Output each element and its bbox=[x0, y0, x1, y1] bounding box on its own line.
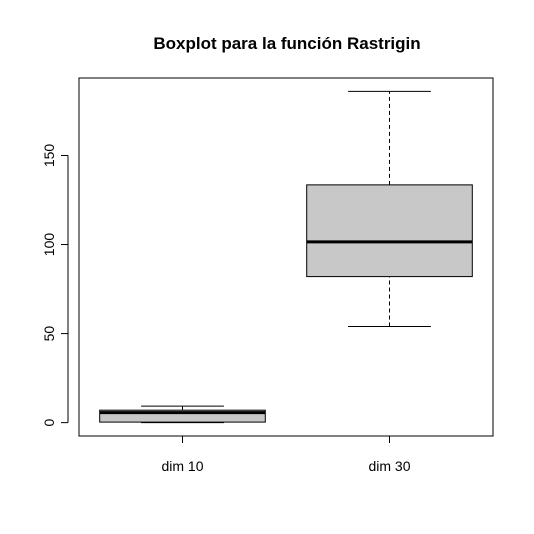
chart-title: Boxplot para la función Rastrigin bbox=[153, 34, 420, 53]
y-tick-label: 50 bbox=[41, 326, 57, 342]
y-tick-label: 100 bbox=[41, 233, 57, 257]
y-tick-label: 0 bbox=[41, 419, 57, 427]
y-axis: 0 50 100 150 bbox=[41, 144, 69, 427]
x-tick-label: dim 10 bbox=[161, 458, 203, 474]
x-tick-label: dim 30 bbox=[368, 458, 410, 474]
iqr-box bbox=[306, 184, 473, 278]
boxes bbox=[99, 90, 473, 424]
iqr-box bbox=[99, 409, 266, 423]
box-dim-10 bbox=[99, 405, 266, 424]
y-tick-label: 150 bbox=[41, 144, 57, 168]
x-axis: dim 10 dim 30 bbox=[161, 435, 411, 474]
box-dim-30 bbox=[306, 90, 473, 327]
